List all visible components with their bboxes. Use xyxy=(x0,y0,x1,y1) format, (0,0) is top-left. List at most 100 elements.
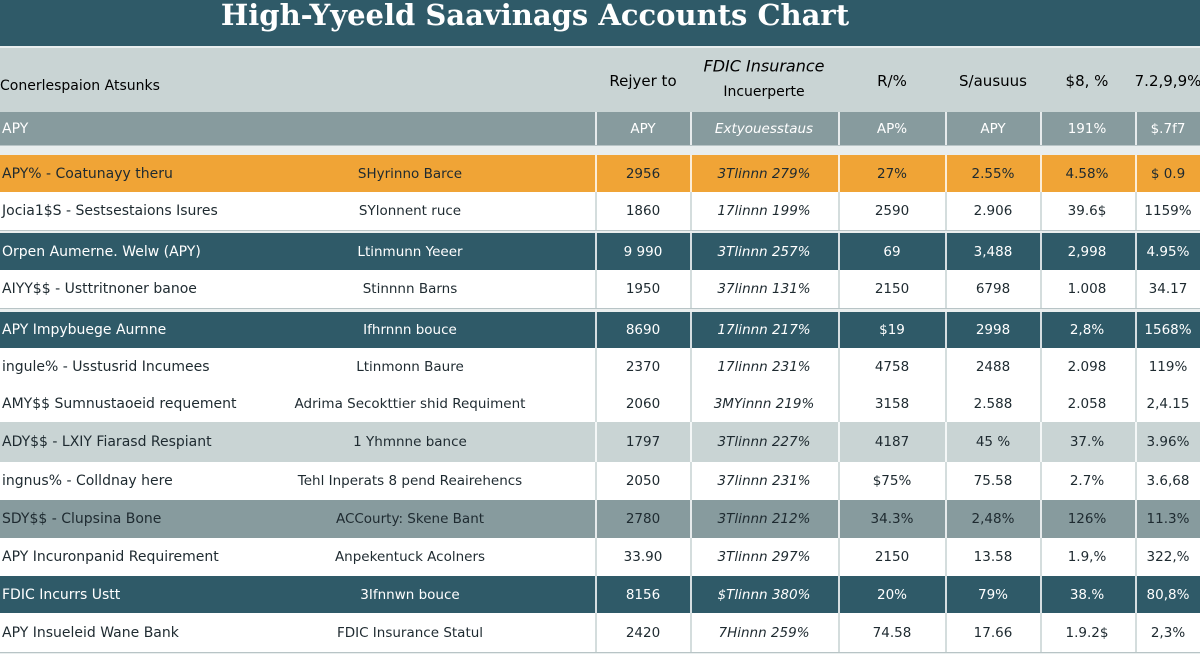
cell: 2150 xyxy=(874,549,910,565)
cell: APY xyxy=(980,120,1006,137)
column-separator xyxy=(838,500,840,538)
cell: 119% xyxy=(1148,359,1188,375)
cell: 17.66 xyxy=(973,624,1013,641)
cell: 3Tlinnn 297% xyxy=(717,549,811,565)
cell: 2488 xyxy=(975,359,1011,375)
cell: 17linnn 231% xyxy=(717,359,811,375)
column-separator xyxy=(838,155,840,192)
column-separator xyxy=(945,192,947,230)
cell: SDY$$ - Clupsina Bone xyxy=(2,511,162,527)
column-separator xyxy=(690,112,692,145)
column-separator xyxy=(945,422,947,462)
cell: SYlonnent ruce xyxy=(358,203,462,219)
column-separator xyxy=(595,386,597,422)
column-separator xyxy=(1040,538,1042,576)
cell: 74.58 xyxy=(872,624,912,641)
column-separator xyxy=(595,576,597,613)
cell: 34.3% xyxy=(870,511,914,527)
cell: 1797 xyxy=(625,434,661,450)
column-separator xyxy=(690,386,692,422)
column-separator xyxy=(1040,192,1042,230)
cell: 4.95% xyxy=(1146,243,1190,260)
cell: 1568% xyxy=(1144,322,1192,338)
column-separator xyxy=(945,386,947,422)
column-separator xyxy=(945,500,947,538)
cell: 1.008 xyxy=(1067,281,1107,297)
cell: SHyrinno Barce xyxy=(357,165,463,182)
column-separator xyxy=(1135,613,1137,652)
cell: 7Hinnn 259% xyxy=(718,624,810,641)
column-separator xyxy=(690,192,692,230)
column-separator xyxy=(690,233,692,270)
title-bar: High-Yyeeld Saavinags Accounts Chart xyxy=(0,0,1200,46)
column-header: R/% xyxy=(877,72,907,90)
column-separator xyxy=(1135,576,1137,613)
column-separator xyxy=(690,270,692,308)
title: High-Yyeeld Saavinags Accounts Chart xyxy=(220,0,850,32)
column-separator xyxy=(1135,422,1137,462)
cell: Ltinmunn Yeeer xyxy=(357,243,463,260)
cell: AIYY$$ - Usttritnoner banoe xyxy=(2,281,197,297)
cell: 1.9,% xyxy=(1067,549,1107,565)
cell: 2956 xyxy=(625,165,661,182)
cell: $75% xyxy=(872,473,912,489)
cell: APY Insueleid Wane Bank xyxy=(2,624,179,641)
cell: 2,3% xyxy=(1150,624,1186,641)
cell: 37linnn 131% xyxy=(717,281,811,297)
column-header: Rejyer to xyxy=(609,72,677,90)
column-separator xyxy=(945,270,947,308)
column-header: FDIC Insurance xyxy=(703,56,825,76)
cell: 1159% xyxy=(1144,203,1192,219)
cell: Adrima Secokttier shid Requiment xyxy=(294,396,526,412)
column-separator xyxy=(1040,422,1042,462)
cell: 34.17 xyxy=(1148,281,1188,297)
cell: 2.55% xyxy=(971,165,1015,182)
cell: FDIC Insurance Statul xyxy=(336,624,484,641)
column-separator xyxy=(838,270,840,308)
column-separator xyxy=(838,348,840,386)
column-header: Incuerperte xyxy=(723,84,805,100)
column-separator xyxy=(1040,270,1042,308)
column-separator xyxy=(595,233,597,270)
cell: $19 xyxy=(879,322,905,338)
table-row: Jocia1$S - Sestsestaions Isures SYlonnent… xyxy=(0,192,1200,231)
column-separator xyxy=(690,538,692,576)
cell: AP% xyxy=(876,120,908,137)
column-separator xyxy=(595,538,597,576)
cell: 322,% xyxy=(1146,549,1190,565)
column-separator xyxy=(595,312,597,348)
column-separator xyxy=(690,613,692,652)
column-separator xyxy=(595,348,597,386)
cell: Tehl Inperats 8 pend Reairehencs xyxy=(297,473,523,489)
column-separator xyxy=(1040,500,1042,538)
cell: FDIC Incurrs Ustt xyxy=(2,586,121,603)
column-separator xyxy=(1135,155,1137,192)
cell: 13.58 xyxy=(973,549,1013,565)
column-separator xyxy=(1040,386,1042,422)
cell: 3MYinnn 219% xyxy=(713,396,815,412)
cell: ADY$$ - LXIY Fiarasd Respiant xyxy=(2,434,212,450)
cell: 2.906 xyxy=(973,203,1013,219)
table-row: APY Incuronpanid Requirement Anpekentuck … xyxy=(0,538,1200,577)
column-separator xyxy=(1040,613,1042,652)
column-separator xyxy=(945,348,947,386)
cell: APY Impybuege Aurnne xyxy=(2,322,167,338)
column-separator xyxy=(838,538,840,576)
table-row: APY APY Extyouesstaus AP% APY 191% $.7f7 xyxy=(0,112,1200,146)
column-separator xyxy=(690,576,692,613)
cell: 17linnn 217% xyxy=(717,322,811,338)
cell: 69 xyxy=(883,243,901,260)
table-row: AIYY$$ - Usttritnoner banoe Stinnnn Barns… xyxy=(0,270,1200,309)
column-separator xyxy=(1135,233,1137,270)
column-separator xyxy=(945,312,947,348)
cell: 1 Yhmnne bance xyxy=(353,434,467,450)
column-separator xyxy=(838,312,840,348)
cell: 2.588 xyxy=(973,396,1013,412)
cell: 80,8% xyxy=(1146,586,1190,603)
cell: 3.96% xyxy=(1146,434,1190,450)
cell: 3Tlinnn 257% xyxy=(717,243,811,260)
column-separator xyxy=(838,462,840,500)
column-separator xyxy=(1135,538,1137,576)
cell: 27% xyxy=(876,165,908,182)
cell: 37linnn 231% xyxy=(717,473,811,489)
